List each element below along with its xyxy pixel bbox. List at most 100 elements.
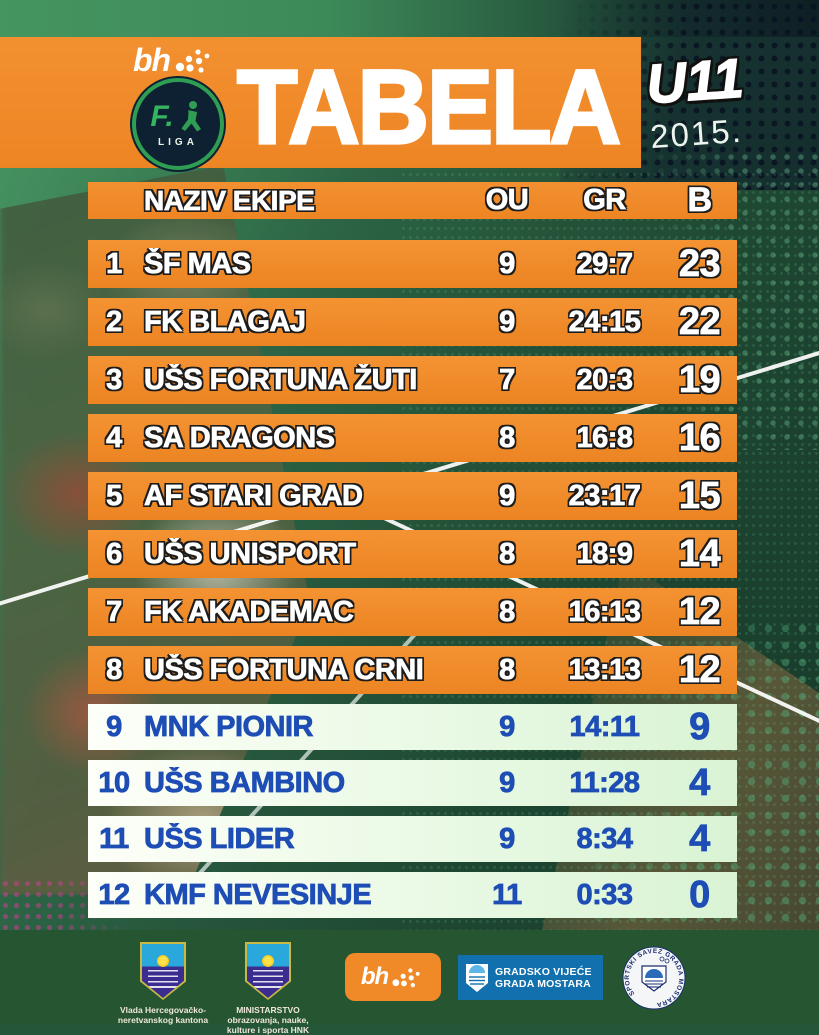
page-title: TABELA	[235, 47, 622, 166]
gr-cell: 13:13	[568, 653, 641, 686]
column-header-gr: GR	[583, 184, 627, 217]
table-row: 6 UŠS UNISPORT 8 18:9 14	[88, 530, 737, 578]
gr-cell: 18:9	[576, 537, 633, 570]
table-header-row: NAZIV EKIPE OU GR B	[88, 181, 737, 220]
rank-cell: 5	[106, 479, 123, 512]
bh-telecom-footer-logo: bh	[345, 953, 441, 1001]
points-cell: 12	[678, 648, 721, 691]
waves-icon	[148, 970, 178, 990]
points-cell: 22	[678, 300, 721, 343]
ou-cell: 9	[499, 247, 516, 280]
gr-cell: 14:11	[569, 710, 640, 743]
column-header-points: B	[687, 181, 712, 220]
gr-cell: 23:17	[568, 479, 641, 512]
background-top-strip	[0, 0, 819, 37]
bh-logo-text: bh	[360, 963, 389, 990]
team-name-cell: FK AKADEMAC	[144, 595, 355, 628]
rank-cell: 8	[106, 653, 123, 686]
waves-icon	[253, 970, 283, 990]
vlada-hnk-logo: Vlada Hercegovačko- neretvanskog kantona	[105, 942, 221, 1025]
rank-cell: 11	[99, 822, 130, 855]
ou-cell: 9	[499, 710, 516, 743]
points-cell: 4	[689, 817, 711, 860]
mostar-shield-icon	[466, 963, 488, 992]
gr-cell: 24:15	[568, 305, 641, 338]
gr-cell: 16:13	[568, 595, 641, 628]
table-row: 1 ŠF MAS 9 29:7 23	[88, 240, 737, 288]
ou-cell: 8	[499, 595, 516, 628]
sun-icon	[262, 955, 274, 967]
bh-logo-text: bh	[133, 42, 171, 78]
ou-cell: 9	[499, 822, 516, 855]
team-name-cell: UŠS BAMBINO	[144, 766, 346, 799]
rank-cell: 1	[106, 247, 123, 280]
team-name-cell: FK BLAGAJ	[144, 305, 307, 338]
liga-badge-initial: F.	[150, 100, 174, 133]
gr-cell: 29:7	[576, 247, 633, 280]
team-name-cell: ŠF MAS	[144, 247, 252, 280]
points-cell: 4	[689, 761, 711, 804]
team-name-cell: AF STARI GRAD	[144, 479, 364, 512]
points-cell: 9	[689, 705, 711, 748]
team-name-cell: SA DRAGONS	[144, 421, 336, 454]
f-liga-badge: F. LIGA	[132, 78, 224, 170]
team-name-cell: MNK PIONIR	[144, 710, 314, 743]
rank-cell: 4	[106, 421, 123, 454]
table-body: 1 ŠF MAS 9 29:7 23 2 FK BLAGAJ 9 24:15 22 3 UŠS FOR…	[88, 240, 737, 918]
ministarstvo-hnk-logo: MINISTARSTVO obrazovanja, nauke, kulture…	[210, 942, 326, 1035]
caption-line: MINISTARSTVO	[236, 1005, 300, 1015]
table-row: 4 SA DRAGONS 8 16:8 16	[88, 414, 737, 462]
points-cell: 0	[689, 873, 711, 916]
table-row: 3 UŠS FORTUNA ŽUTI 7 20:3 19	[88, 356, 737, 404]
standings-table: NAZIV EKIPE OU GR B 1 ŠF MAS 9 29:7 23 2 FK BL…	[88, 181, 737, 928]
points-cell: 23	[678, 242, 721, 285]
gr-cell: 0:33	[576, 878, 633, 911]
rank-cell: 7	[106, 595, 123, 628]
team-name-cell: UŠS FORTUNA CRNI	[144, 653, 425, 686]
rank-cell: 6	[106, 537, 123, 570]
age-group-label: U11	[644, 46, 746, 116]
table-row: 8 UŠS FORTUNA CRNI 8 13:13 12	[88, 646, 737, 694]
coat-of-arms-icon	[245, 942, 291, 1000]
ou-cell: 8	[499, 653, 516, 686]
rank-cell: 10	[98, 766, 131, 799]
gr-cell: 8:34	[576, 822, 633, 855]
age-group-block: U11 2015.	[644, 46, 772, 156]
ou-cell: 8	[499, 537, 516, 570]
table-row: 11 UŠS LIDER 9 8:34 4	[88, 816, 737, 862]
gr-cell: 11:28	[569, 766, 640, 799]
bh-telecom-logo: bh	[133, 43, 216, 77]
bh-dots-icon	[175, 49, 210, 73]
caption-line: GRADSKO VIJEĆE	[495, 965, 592, 978]
table-row: 12 KMF NEVESINJE 11 0:33 0	[88, 872, 737, 918]
ou-cell: 9	[499, 479, 516, 512]
table-row: 7 FK AKADEMAC 8 16:13 12	[88, 588, 737, 636]
points-cell: 16	[678, 416, 721, 459]
bh-dots-icon	[392, 968, 420, 988]
gradsko-vijece-logo: GRADSKO VIJEĆE GRADA MOSTARA	[458, 955, 603, 1000]
team-name-cell: UŠS FORTUNA ŽUTI	[144, 363, 418, 396]
table-row: 9 MNK PIONIR 9 14:11 9	[88, 704, 737, 750]
rank-cell: 12	[98, 878, 131, 911]
team-name-cell: UŠS UNISPORT	[144, 537, 357, 570]
ou-cell: 8	[499, 421, 516, 454]
column-header-team: NAZIV EKIPE	[144, 184, 316, 216]
ou-cell: 7	[499, 363, 516, 396]
ou-cell: 9	[499, 766, 516, 799]
column-header-ou: OU	[485, 184, 529, 217]
header-banner: bh F. LIGA TABELA	[0, 37, 641, 170]
caption-line: kulture i sporta HNK	[226, 1025, 310, 1035]
sponsor-footer: Vlada Hercegovačko- neretvanskog kantona…	[0, 930, 819, 1035]
caption-line: neretvanskog kantona	[117, 1015, 209, 1025]
caption-line: Vlada Hercegovačko-	[120, 1005, 206, 1015]
gr-cell: 20:3	[576, 363, 633, 396]
caption-line: GRADA MOSTARA	[495, 977, 591, 990]
rank-cell: 2	[106, 305, 123, 338]
sponsor-caption: GRADSKO VIJEĆE GRADA MOSTARA	[495, 966, 592, 990]
sponsor-caption: Vlada Hercegovačko- neretvanskog kantona	[118, 1005, 208, 1025]
liga-badge-label: LIGA	[158, 137, 198, 148]
rank-cell: 3	[106, 363, 123, 396]
team-name-cell: UŠS LIDER	[144, 822, 295, 855]
points-cell: 14	[678, 532, 721, 575]
team-name-cell: KMF NEVESINJE	[144, 878, 372, 911]
